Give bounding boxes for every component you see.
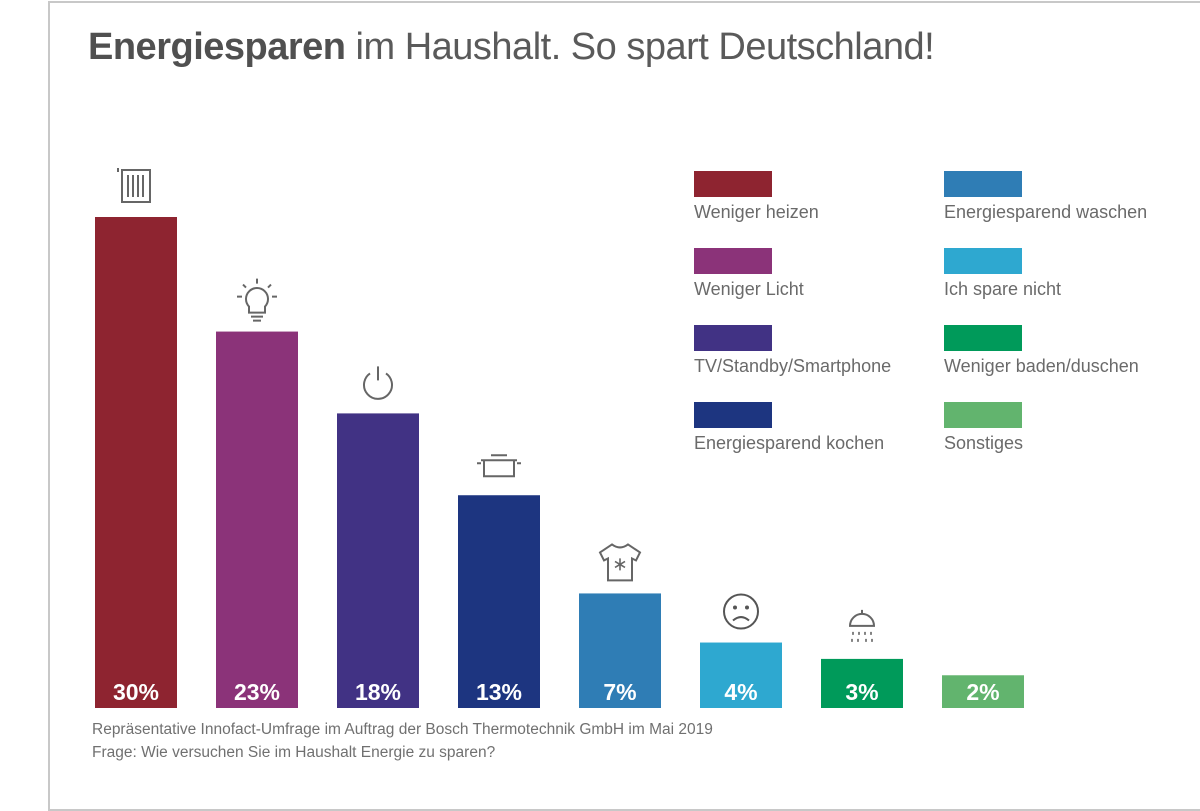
sad-face-icon — [723, 593, 759, 630]
bar-label: 30% — [113, 679, 159, 705]
legend-swatch — [944, 248, 1022, 274]
bar-label: 3% — [845, 679, 878, 705]
footnote-source: Repräsentative Innofact-Umfrage im Auftr… — [92, 721, 713, 738]
chart-title: Energiesparen im Haushalt. So spart Deut… — [88, 26, 935, 69]
legend-swatch — [694, 325, 772, 351]
bar-label: 4% — [724, 679, 757, 705]
bar-5 — [579, 593, 661, 708]
legend-label: Weniger heizen — [694, 202, 819, 222]
title-bold: Energiesparen — [88, 26, 346, 68]
legend-label: TV/Standby/Smartphone — [694, 356, 892, 376]
legend-swatch — [694, 402, 772, 428]
legend-label: Energiesparend kochen — [694, 433, 885, 453]
lightbulb-icon — [237, 278, 277, 322]
tshirt-icon — [598, 543, 642, 582]
legend-swatch — [694, 171, 772, 197]
footnote-question: Frage: Wie versuchen Sie im Haushalt Ene… — [92, 744, 496, 761]
bar-label: 18% — [355, 679, 401, 705]
title-rest: im Haushalt. So spart Deutschland! — [345, 26, 935, 68]
bar-label: 13% — [476, 679, 522, 705]
shower-icon — [848, 609, 876, 642]
bar-label: 7% — [603, 679, 636, 705]
legend-swatch — [944, 171, 1022, 197]
bar-2 — [216, 331, 298, 708]
bar-3 — [337, 413, 419, 708]
legend-label: Sonstiges — [944, 433, 1024, 453]
bar-8 — [942, 675, 1024, 708]
legend-label: Weniger baden/duschen — [944, 356, 1139, 376]
legend-swatch — [944, 325, 1022, 351]
bar-1 — [95, 217, 177, 708]
legend-swatch — [944, 402, 1022, 428]
legend-label: Energiesparend waschen — [944, 202, 1148, 222]
radiator-icon — [117, 168, 151, 203]
bar-label: 23% — [234, 679, 280, 705]
power-icon — [363, 366, 393, 400]
bar-4 — [458, 495, 540, 708]
bar-6 — [700, 642, 782, 708]
bar-7 — [821, 658, 903, 708]
cooking-pot-icon — [477, 454, 521, 478]
legend-label: Weniger Licht — [694, 279, 804, 299]
legend-label: Ich spare nicht — [944, 279, 1062, 299]
bar-label: 2% — [966, 679, 999, 705]
legend-swatch — [694, 248, 772, 274]
